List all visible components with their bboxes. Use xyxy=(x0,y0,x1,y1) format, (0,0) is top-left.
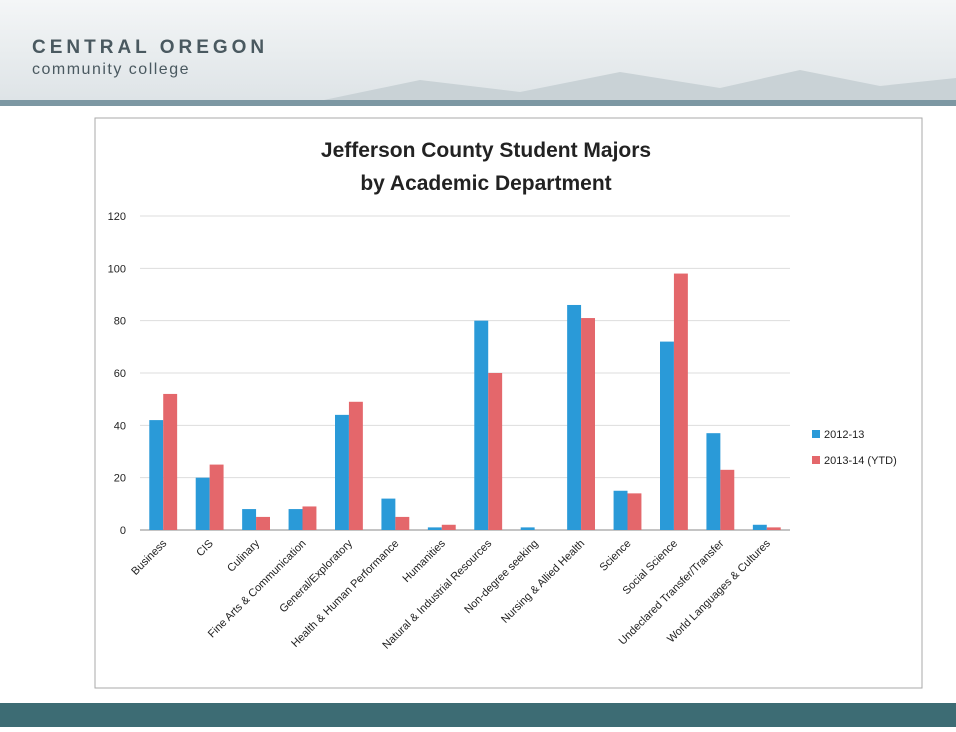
legend-swatch xyxy=(812,430,820,438)
bar xyxy=(628,493,642,530)
bar xyxy=(442,525,456,530)
bar xyxy=(242,509,256,530)
bar xyxy=(349,402,363,530)
bar xyxy=(706,433,720,530)
chart-title: by Academic Department xyxy=(360,172,611,195)
chart: CENTRAL OREGON community college Jeffers… xyxy=(0,0,956,727)
bar xyxy=(474,321,488,530)
y-tick-label: 80 xyxy=(114,316,126,328)
logo-title: CENTRAL OREGON xyxy=(32,37,268,58)
bar xyxy=(395,517,409,530)
bar xyxy=(720,470,734,530)
bar xyxy=(488,373,502,530)
bar xyxy=(163,394,177,530)
bar xyxy=(614,491,628,530)
bar xyxy=(289,509,303,530)
bar xyxy=(196,478,210,530)
bar xyxy=(303,506,317,530)
bar xyxy=(660,342,674,530)
chart-title: Jefferson County Student Majors xyxy=(321,139,651,162)
y-tick-label: 120 xyxy=(108,211,126,223)
y-tick-label: 100 xyxy=(108,263,126,275)
bar xyxy=(149,420,163,530)
header-rule xyxy=(0,100,956,106)
bar xyxy=(521,527,535,530)
bar xyxy=(335,415,349,530)
logo-subtitle: community college xyxy=(32,61,190,78)
bar xyxy=(767,527,781,530)
bar xyxy=(428,527,442,530)
legend-label: 2013-14 (YTD) xyxy=(824,455,897,467)
y-tick-label: 20 xyxy=(114,473,126,485)
slide: CENTRAL OREGON community college Jeffers… xyxy=(0,0,956,727)
bar xyxy=(256,517,270,530)
legend-label: 2012-13 xyxy=(824,429,864,441)
footer-band xyxy=(0,703,956,727)
chart-frame xyxy=(95,118,922,688)
bar xyxy=(674,274,688,530)
y-tick-label: 60 xyxy=(114,368,126,380)
y-tick-label: 40 xyxy=(114,420,126,432)
bar xyxy=(381,499,395,530)
bar xyxy=(210,465,224,530)
bar xyxy=(753,525,767,530)
bar xyxy=(581,318,595,530)
bar xyxy=(567,305,581,530)
y-tick-label: 0 xyxy=(120,525,126,537)
legend-swatch xyxy=(812,456,820,464)
